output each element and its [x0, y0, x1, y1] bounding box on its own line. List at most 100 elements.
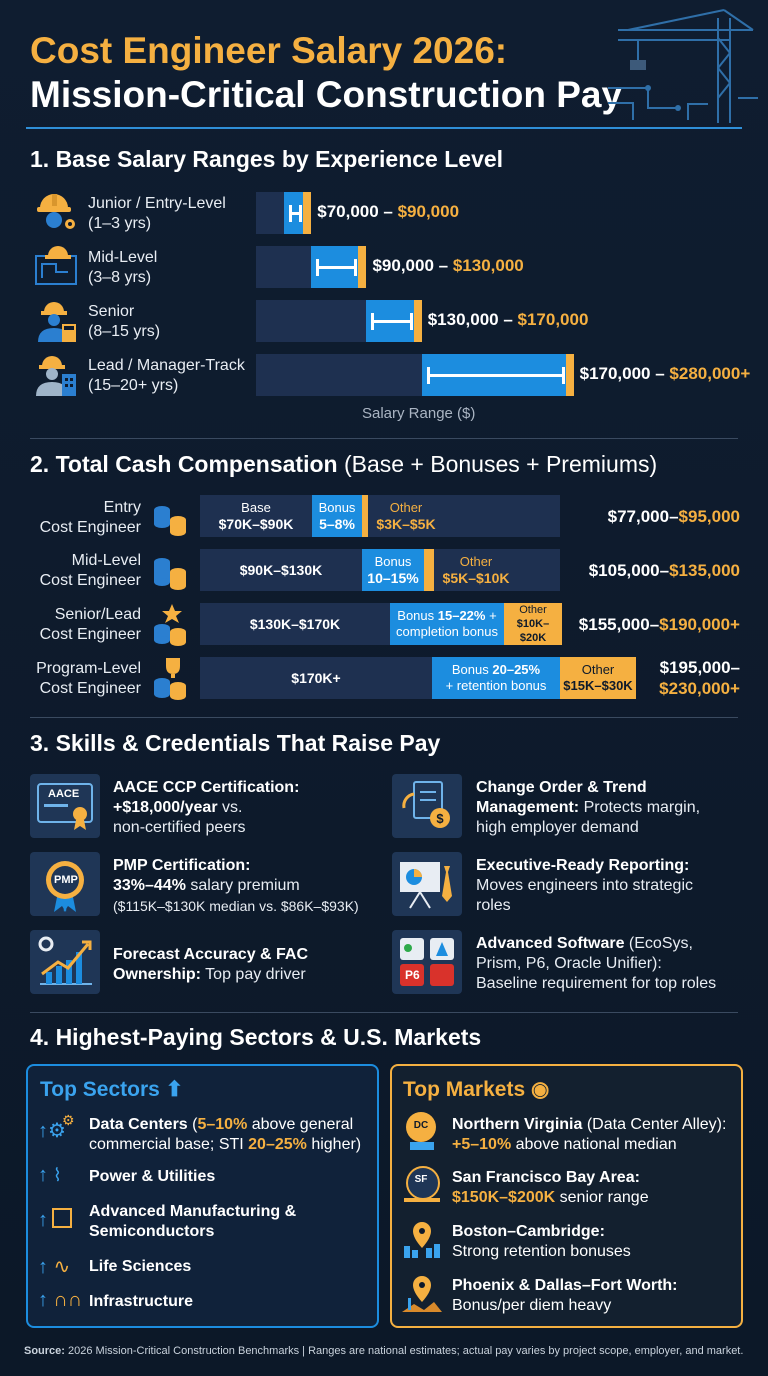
aace-certificate-icon: AACE: [30, 774, 100, 838]
skill-aace-text: AACE CCP Certification: +$18,000/year vs.…: [113, 779, 300, 836]
svg-text:$: $: [436, 811, 444, 826]
coin-stack-icon: [154, 558, 186, 590]
s2-row-4-bonus-bar: Bonus 20–25% + retention bonus: [432, 657, 560, 699]
s2-row-1-bonus-bar: Bonus 5–8%: [312, 495, 362, 537]
divider-1: [30, 438, 738, 439]
s2-row-2-label: Mid-Level Cost Engineer: [39, 552, 141, 589]
engineer-building-icon: [36, 356, 76, 396]
dna-icon: ↑ ∿: [38, 1256, 71, 1278]
s1-whisker-end-right: [354, 259, 358, 276]
capitol-pin-icon: DC: [402, 1112, 442, 1152]
change-order-icon: $: [392, 774, 462, 838]
skill-forecast-text: Forecast Accuracy & FAC Ownership: Top pa…: [113, 946, 309, 983]
s1-range-cap: [358, 246, 367, 288]
s2-row-2-other-label: Other $5K–$10K: [442, 554, 510, 586]
top-markets-title: Top Markets ◉: [403, 1078, 550, 1101]
sector-power-utilities: Power & Utilities: [89, 1168, 216, 1185]
s1-whisker-end-left: [426, 367, 430, 384]
skill-pmp-text: PMP Certification: 33%–44% salary premium…: [113, 857, 359, 914]
sector-advanced-manufacturing: Advanced Manufacturing & Semiconductors: [89, 1203, 297, 1240]
s1-row-3-label: Senior (8–15 yrs): [88, 303, 161, 340]
bridge-icon: ↑ ∩∩: [38, 1289, 83, 1311]
desert-pin-icon: [402, 1276, 442, 1312]
s1-range-label: $70,000 – $90,000: [317, 202, 460, 221]
title-line-1: Cost Engineer Salary 2026:: [30, 30, 508, 71]
section-3-title: 3. Skills & Credentials That Raise Pay: [30, 730, 441, 756]
s1-range-label: $90,000 – $130,000: [372, 256, 524, 275]
trophy-coins-icon: [154, 658, 186, 700]
top-sectors-title: Top Sectors ⬆: [40, 1078, 184, 1101]
software-apps-icon: P6: [392, 930, 462, 994]
s2-row-1-label: Entry Cost Engineer: [39, 499, 141, 536]
s2-row-4-total: $195,000– $230,000+: [659, 658, 740, 698]
skyline-pin-icon: [404, 1222, 440, 1258]
s2-row-1-other-bar: [362, 495, 368, 537]
s1-axis-label: Salary Range ($): [362, 405, 476, 422]
divider-2: [30, 717, 738, 718]
s1-range-cap: [303, 192, 312, 234]
market-boston-cambridge: Boston–Cambridge: Strong retention bonuse…: [452, 1223, 631, 1260]
section-4-title: 4. Highest-Paying Sectors & U.S. Markets: [30, 1024, 482, 1050]
s1-whisker-end-right: [299, 205, 303, 222]
coins-star-icon: [154, 604, 186, 646]
divider-3: [30, 1012, 738, 1013]
s2-row-1-other-label: Other $3K–$5K: [376, 500, 436, 532]
s1-range-whisker: [426, 374, 562, 377]
s1-range-whisker: [288, 212, 300, 215]
s1-range-cap: [413, 300, 422, 342]
s2-row-4-label: Program-Level Cost Engineer: [36, 660, 141, 697]
title-line-2: Mission-Critical Construction Pay: [30, 74, 623, 115]
market-northern-virginia: Northern Virginia (Data Center Alley): +5…: [452, 1116, 727, 1153]
s2-row-3-other-bar: Other $10K–$20K: [504, 603, 562, 645]
section-2-title: 2. Total Cash Compensation (Base + Bonus…: [30, 451, 658, 477]
s2-row-3-label: Senior/Lead Cost Engineer: [39, 606, 141, 643]
s2-row-2-bonus-bar: Bonus 10–15%: [362, 549, 424, 591]
s1-whisker-end-right: [409, 313, 413, 330]
s1-range-cap: [565, 354, 574, 396]
skill-reporting-text: Executive-Ready Reporting: Moves engineer…: [476, 857, 693, 914]
top-markets-panel: [390, 1064, 743, 1328]
s1-range-label: $130,000 – $170,000: [427, 310, 589, 329]
power-tower-icon: ↑ ⌇: [38, 1164, 62, 1186]
location-pin-icon: ◉: [530, 1078, 550, 1101]
s1-row-1-label: Junior / Entry-Level (1–3 yrs): [88, 195, 226, 232]
s2-row-2-base-bar: $90K–$130K: [200, 549, 362, 591]
s1-whisker-end-left: [316, 259, 320, 276]
sector-life-sciences: Life Sciences: [89, 1258, 192, 1275]
s2-row-3-base-bar: $130K–$170K: [200, 603, 390, 645]
up-arrow-icon: ⬆: [165, 1078, 184, 1101]
title-underline: [26, 127, 742, 129]
s1-row-2-label: Mid-Level (3–8 yrs): [88, 249, 158, 286]
s2-row-1-total: $77,000–$95,000: [607, 507, 740, 526]
gears-icon: ↑⚙ ⚙: [38, 1112, 75, 1142]
s1-range-whisker: [316, 266, 355, 269]
s1-whisker-end-left: [288, 205, 292, 222]
s1-row-4-label: Lead / Manager-Track (15–20+ yrs): [88, 357, 245, 394]
coins-icon: [154, 506, 186, 536]
s2-row-4-base-bar: $170K+: [200, 657, 432, 699]
pmp-badge-icon: PMP: [30, 852, 100, 916]
s2-row-4-other-bar: Other $15K–$30K: [560, 657, 636, 699]
blueprint-icon: [35, 246, 77, 285]
top-sectors-panel: [26, 1064, 379, 1328]
s1-range-whisker: [371, 320, 410, 323]
source-footer: Source: 2026 Mission-Critical Constructi…: [24, 1345, 744, 1357]
s2-row-2-total: $105,000–$135,000: [588, 561, 740, 580]
hardhat-gear-icon: [37, 194, 75, 229]
crane-icon: [608, 9, 758, 123]
s1-whisker-end-right: [561, 367, 565, 384]
market-phoenix-dallas: Phoenix & Dallas–Fort Worth: Bonus/per di…: [452, 1277, 678, 1314]
presentation-icon: [392, 852, 462, 916]
sector-data-centers: Data Centers (5–10% above general commerc…: [89, 1116, 362, 1153]
market-san-francisco: San Francisco Bay Area: $150K–$200K senio…: [452, 1169, 649, 1206]
skill-change-order-text: Change Order & Trend Management: Protects…: [476, 779, 701, 836]
sector-infrastructure: Infrastructure: [89, 1293, 194, 1310]
engineer-calculator-icon: [38, 302, 76, 342]
s2-row-1-base-bar: Base $70K–$90K: [200, 495, 312, 537]
s2-row-3-total: $155,000–$190,000+: [578, 615, 740, 634]
bridge-pin-icon: SF: [402, 1166, 442, 1206]
s1-range-label: $170,000 – $280,000+: [579, 364, 751, 383]
s2-row-3-bonus-bar: Bonus 15–22% + completion bonus: [390, 603, 504, 645]
chip-icon: ↑: [38, 1208, 72, 1232]
